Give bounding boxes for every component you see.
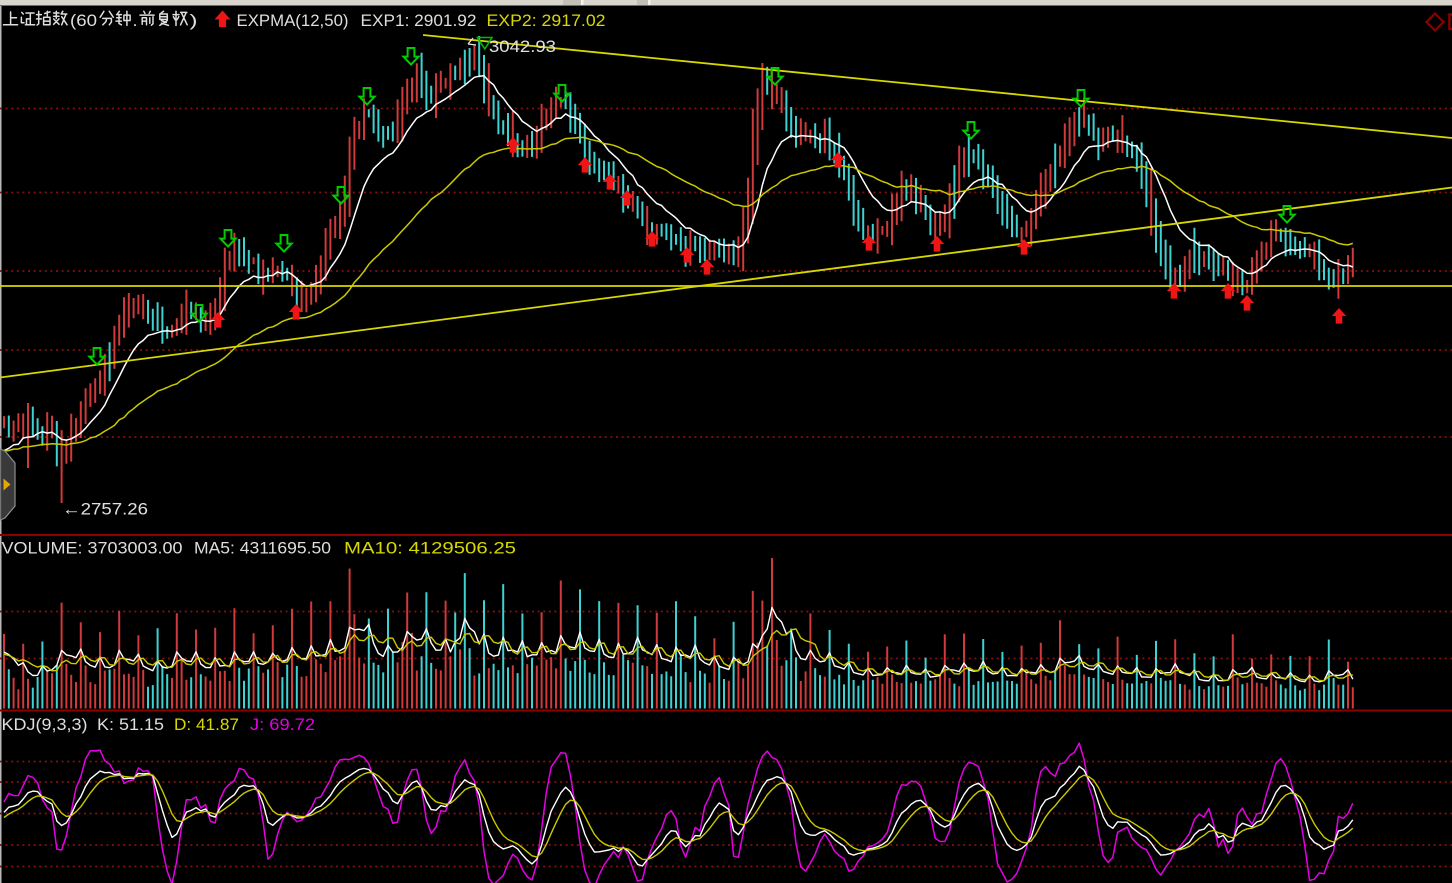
svg-text:.: . [133,12,138,30]
svg-text:EXP2: 2917.02: EXP2: 2917.02 [487,12,606,30]
svg-text:K: 51.15: K: 51.15 [97,716,164,734]
svg-text:MA5: 4311695.50: MA5: 4311695.50 [194,540,331,558]
svg-text:←2757.26: ←2757.26 [62,501,148,519]
svg-text:3042.93: 3042.93 [489,38,556,56]
svg-text:EXP1: 2901.92: EXP1: 2901.92 [361,12,477,30]
svg-text:EXPMA(12,50): EXPMA(12,50) [237,12,349,30]
svg-text:MA10: 4129506.25: MA10: 4129506.25 [344,540,516,558]
svg-text:): ) [190,12,198,30]
svg-text:D: 41.87: D: 41.87 [174,716,239,734]
svg-text:KDJ(9,3,3): KDJ(9,3,3) [2,716,88,734]
svg-text:J: 69.72: J: 69.72 [250,716,315,734]
svg-text:VOLUME: 3703003.00: VOLUME: 3703003.00 [2,540,183,558]
svg-text:(60: (60 [70,12,97,30]
